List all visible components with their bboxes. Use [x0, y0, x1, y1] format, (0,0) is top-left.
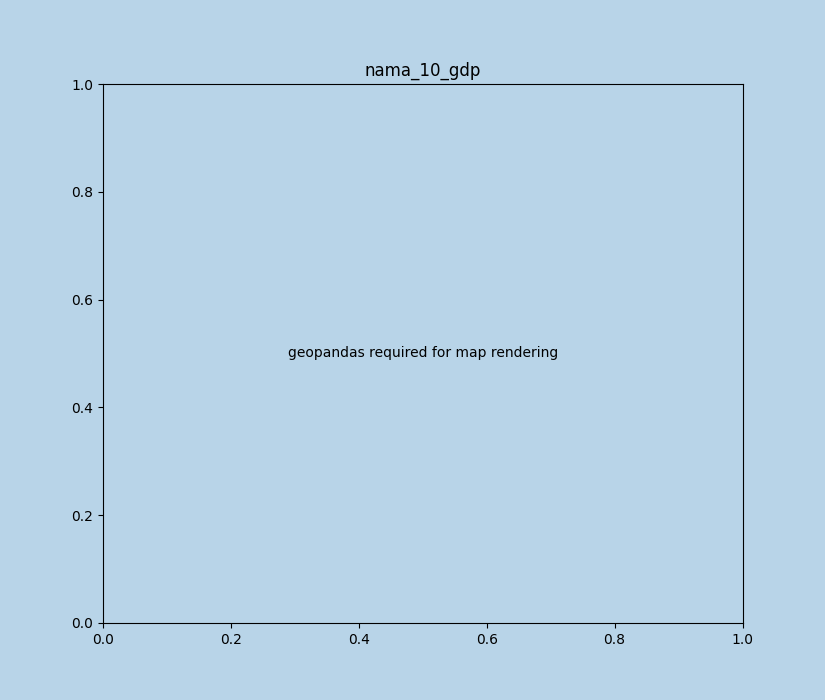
- Title: nama_10_gdp: nama_10_gdp: [365, 62, 481, 80]
- Text: geopandas required for map rendering: geopandas required for map rendering: [288, 346, 558, 360]
